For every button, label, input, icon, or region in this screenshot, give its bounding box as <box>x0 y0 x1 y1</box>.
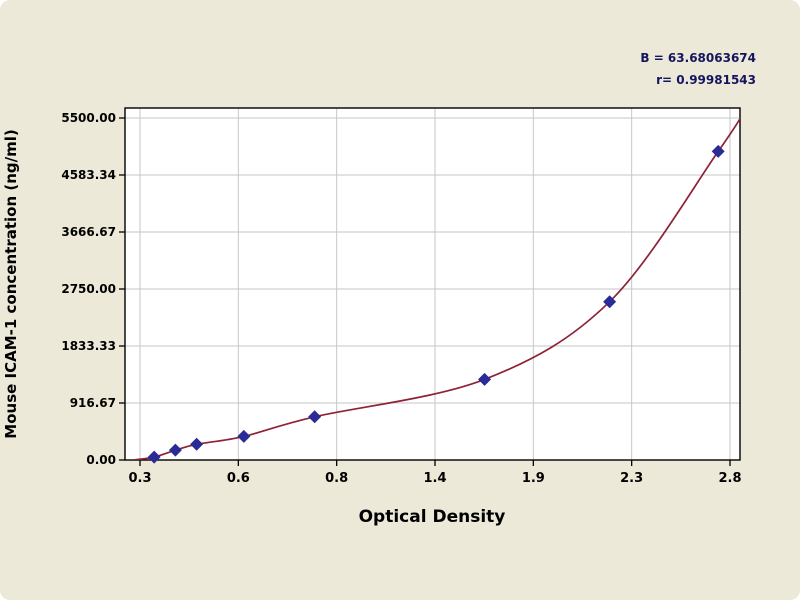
y-tick-label: 0.00 <box>86 453 116 467</box>
y-tick-label: 1833.33 <box>61 339 116 353</box>
x-tick-label: 1.9 <box>522 471 545 486</box>
x-tick-label: 1.4 <box>423 471 446 486</box>
x-tick-label: 0.3 <box>128 471 151 486</box>
fit-b-value: B = 63.68063674 <box>640 51 756 65</box>
plot-area <box>125 108 740 460</box>
data-point <box>478 372 492 386</box>
data-point <box>308 410 322 424</box>
fit-r-value: r= 0.99981543 <box>656 73 756 87</box>
x-axis-title: Optical Density <box>359 507 506 527</box>
data-point <box>190 437 204 451</box>
y-tick-label: 916.67 <box>70 396 116 410</box>
data-point <box>168 443 182 457</box>
plot-layer: 0.00 916.67 1833.33 2750.00 3666.67 4583.34 55… <box>61 107 742 486</box>
y-axis-title: Mouse ICAM-1 concentration (ng/ml) <box>2 129 20 438</box>
y-tick-label: 2750.00 <box>61 282 116 296</box>
x-tick-label: 0.8 <box>325 471 348 486</box>
data-point <box>237 429 251 443</box>
y-tick-label: 5500.00 <box>61 111 116 125</box>
data-point <box>147 450 161 464</box>
data-point <box>711 144 725 158</box>
y-tick-label: 4583.34 <box>61 168 116 182</box>
y-tick-label: 3666.67 <box>61 225 116 239</box>
x-tick-label: 0.6 <box>227 471 250 486</box>
data-point <box>603 295 617 309</box>
x-tick-label: 2.8 <box>718 471 741 486</box>
x-tick-label: 2.3 <box>620 471 643 486</box>
plot-frame <box>124 107 741 461</box>
